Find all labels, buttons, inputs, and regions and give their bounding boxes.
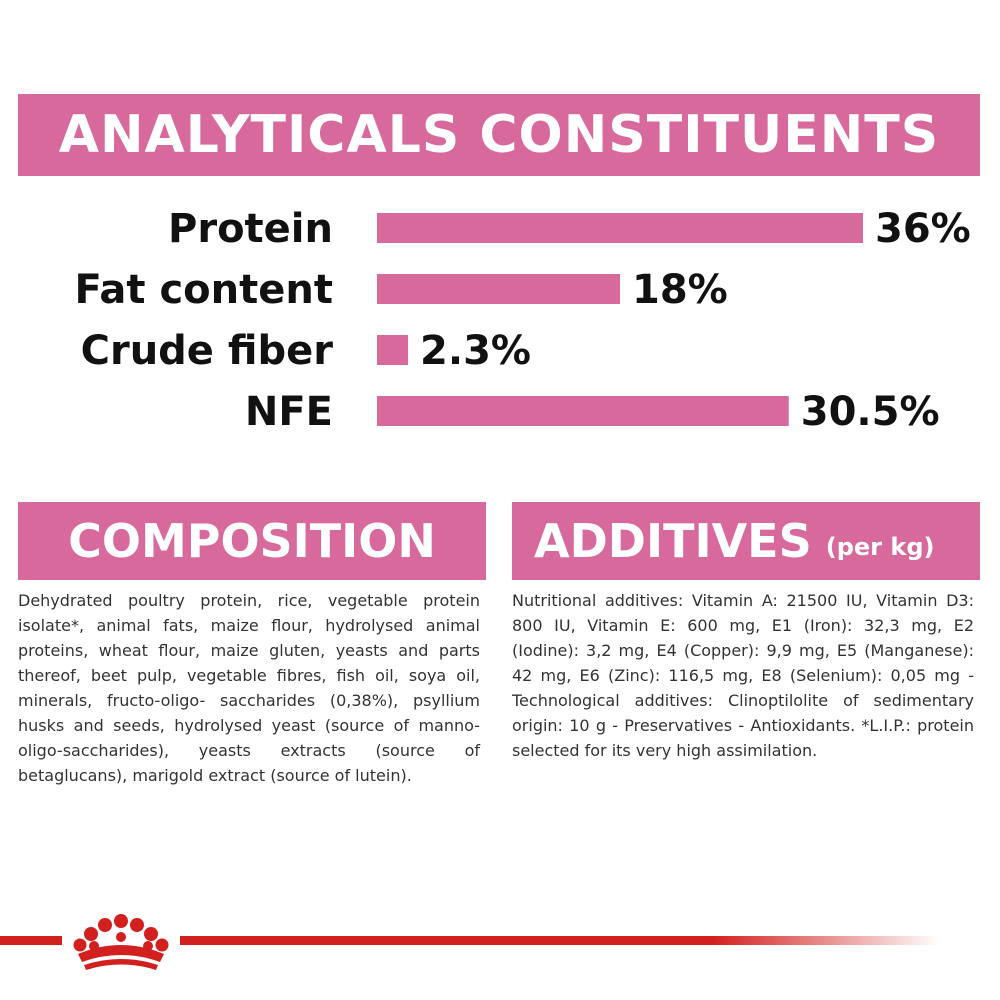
footer-line-right xyxy=(180,936,940,945)
value-label-protein: 36% xyxy=(875,206,971,252)
additives-subtitle: (per kg) xyxy=(825,533,935,561)
category-label-crude-fiber: Crude fiber xyxy=(81,328,334,374)
additives-text: Nutritional additives: Vitamin A: 21500 … xyxy=(512,591,974,760)
constituents-bar-chart: Protein 36% Fat content 18% Crude fiber 2.3% N… xyxy=(74,206,971,435)
bar-protein xyxy=(377,213,863,243)
composition-banner: COMPOSITION xyxy=(18,502,486,580)
composition-text: Dehydrated poultry protein, rice, vegeta… xyxy=(18,591,480,785)
additives-banner: ADDITIVES (per kg) xyxy=(512,502,980,580)
category-label-protein: Protein xyxy=(168,206,333,252)
category-label-nfe: NFE xyxy=(245,389,333,435)
bar-nfe xyxy=(377,396,789,426)
chart-title: ANALYTICALS CONSTITUENTS xyxy=(58,105,940,165)
value-label-fat-content: 18% xyxy=(632,267,728,313)
category-label-fat-content: Fat content xyxy=(74,267,333,313)
value-label-nfe: 30.5% xyxy=(801,389,940,435)
value-label-crude-fiber: 2.3% xyxy=(420,328,531,374)
additives-title: ADDITIVES xyxy=(534,514,812,568)
bar-crude-fiber xyxy=(377,335,409,365)
crown-icon xyxy=(73,914,169,970)
composition-title: COMPOSITION xyxy=(68,514,436,568)
footer-line-left xyxy=(0,936,62,945)
analytical-constituents-banner: ANALYTICALS CONSTITUENTS xyxy=(18,94,980,176)
bar-fat-content xyxy=(377,274,620,304)
